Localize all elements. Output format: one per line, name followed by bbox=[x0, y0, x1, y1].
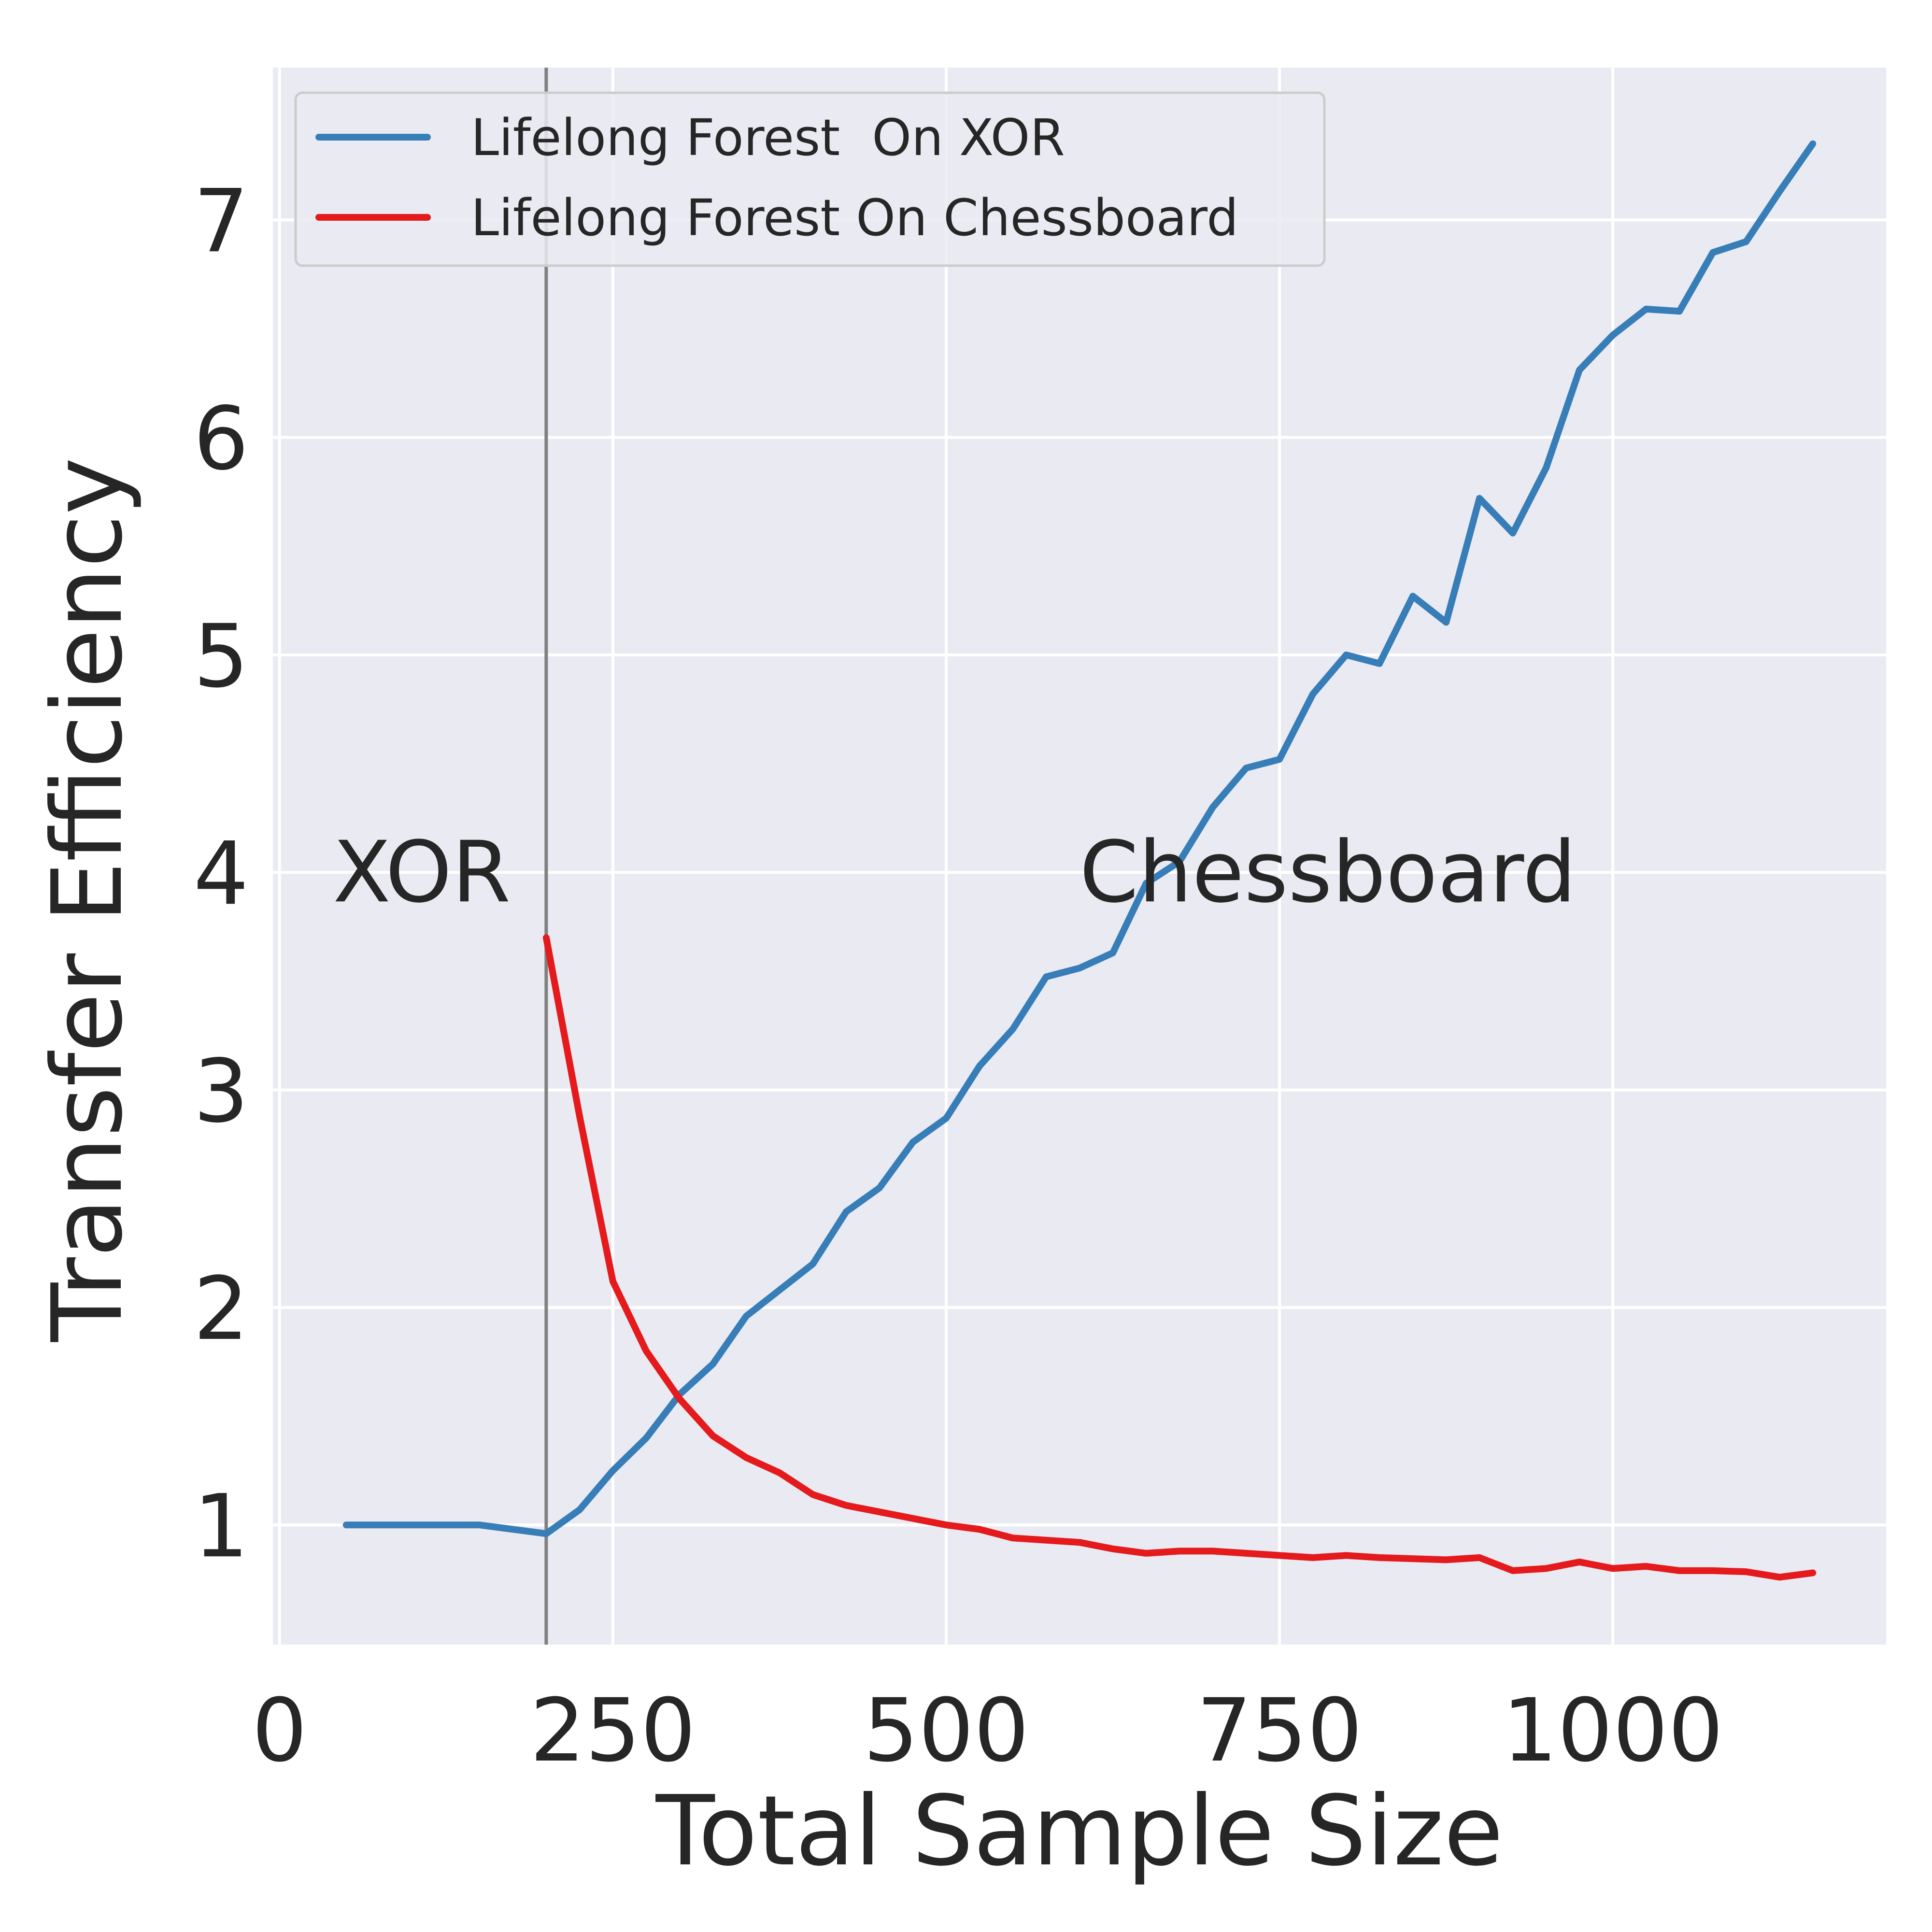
y-tick-label: 1 bbox=[193, 1476, 249, 1577]
legend-box bbox=[294, 91, 1326, 267]
y-tick-label: 2 bbox=[193, 1259, 249, 1360]
annotation-xor: XOR bbox=[333, 824, 511, 922]
series-line-xor bbox=[342, 140, 1817, 1537]
legend-label-xor: Lifelong Forest On XOR bbox=[471, 108, 1065, 167]
annotations: XOR Chessboard bbox=[333, 824, 1576, 922]
y-tick-label: 4 bbox=[193, 824, 249, 924]
y-tick-label: 7 bbox=[193, 171, 249, 272]
x-tick-label: 0 bbox=[252, 1680, 308, 1781]
y-tick-label: 5 bbox=[193, 606, 249, 707]
y-tick-label: 3 bbox=[193, 1041, 249, 1142]
legend: Lifelong Forest On XOR Lifelong Forest O… bbox=[294, 91, 1326, 267]
y-tick-labels: 1 2 3 4 5 6 7 bbox=[193, 171, 249, 1577]
x-tick-labels: 0 250 500 750 1000 bbox=[252, 1680, 1724, 1781]
legend-label-chessboard: Lifelong Forest On Chessboard bbox=[471, 188, 1238, 247]
annotation-chessboard: Chessboard bbox=[1080, 824, 1576, 922]
x-axis-label: Total Sample Size bbox=[655, 1775, 1504, 1888]
y-tick-label: 6 bbox=[193, 389, 249, 490]
x-tick-label: 500 bbox=[863, 1680, 1029, 1781]
y-axis-label: Transfer Efficiency bbox=[31, 457, 144, 1342]
series-line-chessboard bbox=[542, 934, 1817, 1581]
x-tick-label: 1000 bbox=[1502, 1680, 1723, 1781]
series-layer bbox=[342, 140, 1817, 1581]
x-tick-label: 250 bbox=[530, 1680, 696, 1781]
x-tick-label: 750 bbox=[1196, 1680, 1363, 1781]
